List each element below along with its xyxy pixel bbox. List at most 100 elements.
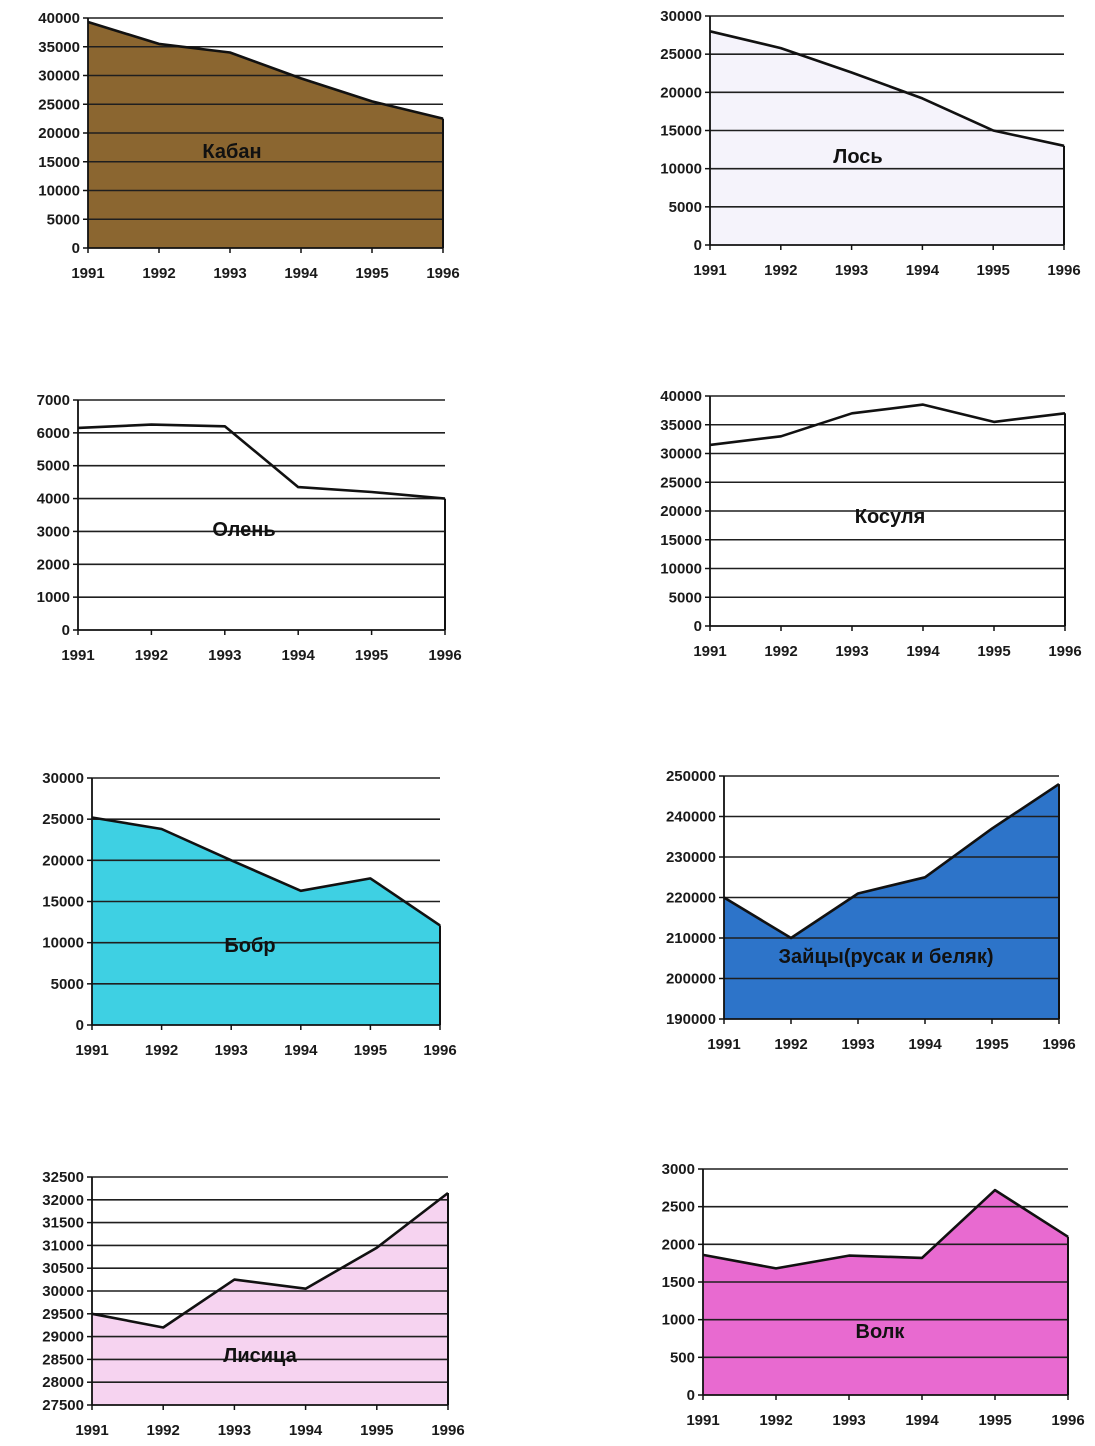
x-tick-label: 1996 <box>428 647 461 664</box>
y-tick-label: 30000 <box>660 446 702 463</box>
chart-label: Зайцы(русак и беляк) <box>779 946 994 968</box>
y-tick-label: 29500 <box>42 1306 84 1323</box>
y-tick-label: 6000 <box>37 425 70 442</box>
x-tick-label: 1993 <box>208 647 241 664</box>
x-tick-label: 1992 <box>774 1036 807 1053</box>
series-line <box>91 816 441 927</box>
y-tick-label: 0 <box>694 618 702 635</box>
series-line <box>702 1188 1069 1270</box>
y-tick-label: 2000 <box>37 556 70 573</box>
area-fill <box>78 424 445 630</box>
y-tick-label: 230000 <box>666 849 716 866</box>
chart-8: 0 500 1000 1500 2000 2500 3000 1991 1992 1993 1994… <box>662 1161 1085 1429</box>
y-tick-label: 0 <box>62 622 70 639</box>
y-tick-label: 2500 <box>662 1199 695 1216</box>
y-tick-label: 35000 <box>660 417 702 434</box>
x-tick-label: 1995 <box>977 643 1010 660</box>
chart-5: 0 5000 10000 15000 20000 25000 30000 1991 1992 19… <box>42 770 456 1059</box>
x-tick-label: 1996 <box>1051 1412 1084 1429</box>
x-tick-label: 1996 <box>1047 262 1080 279</box>
x-tick-label: 1995 <box>977 262 1010 279</box>
y-tick-label: 30000 <box>38 68 80 85</box>
chart-4: 0 5000 10000 15000 20000 25000 30000 35000 40000… <box>660 388 1081 660</box>
area-fill <box>92 1193 448 1405</box>
x-tick-label: 1994 <box>906 643 940 660</box>
y-tick-label: 0 <box>694 237 702 254</box>
y-tick-label: 5000 <box>37 458 70 475</box>
x-tick-label: 1994 <box>289 1422 323 1439</box>
x-tick-label: 1992 <box>142 265 175 282</box>
x-tick-label: 1996 <box>426 265 459 282</box>
y-tick-label: 3000 <box>37 523 70 540</box>
y-tick-label: 210000 <box>666 930 716 947</box>
y-tick-label: 1500 <box>662 1274 695 1291</box>
y-tick-label: 1000 <box>37 589 70 606</box>
y-tick-label: 20000 <box>660 84 702 101</box>
x-tick-label: 1991 <box>75 1042 108 1059</box>
area-fill <box>88 22 443 248</box>
y-tick-label: 10000 <box>38 183 80 200</box>
x-tick-label: 1995 <box>354 1042 387 1059</box>
y-tick-label: 10000 <box>660 161 702 178</box>
x-tick-label: 1992 <box>764 643 797 660</box>
x-tick-label: 1992 <box>759 1412 792 1429</box>
x-tick-label: 1995 <box>975 1036 1008 1053</box>
y-tick-label: 5000 <box>47 211 80 228</box>
x-tick-label: 1995 <box>360 1422 393 1439</box>
x-tick-label: 1993 <box>215 1042 248 1059</box>
y-tick-label: 28500 <box>42 1351 84 1368</box>
y-tick-label: 7000 <box>37 392 70 409</box>
x-tick-label: 1993 <box>218 1422 251 1439</box>
series-line <box>709 30 1065 148</box>
x-tick-label: 1992 <box>145 1042 178 1059</box>
series-line <box>723 783 1060 940</box>
x-tick-label: 1991 <box>693 262 726 279</box>
y-tick-label: 28000 <box>42 1374 84 1391</box>
y-tick-label: 15000 <box>38 154 80 171</box>
x-tick-label: 1996 <box>431 1422 464 1439</box>
y-tick-label: 20000 <box>42 852 84 869</box>
chart-label: Бобр <box>224 935 275 957</box>
y-tick-label: 25000 <box>660 46 702 63</box>
x-tick-label: 1993 <box>213 265 246 282</box>
y-tick-label: 10000 <box>660 561 702 578</box>
y-tick-label: 500 <box>670 1349 695 1366</box>
y-tick-label: 25000 <box>42 811 84 828</box>
y-tick-label: 15000 <box>660 123 702 140</box>
y-tick-label: 1000 <box>662 1312 695 1329</box>
x-tick-label: 1992 <box>764 262 797 279</box>
area-fill <box>92 817 440 1025</box>
x-tick-label: 1994 <box>906 262 940 279</box>
y-tick-label: 2000 <box>662 1236 695 1253</box>
area-fill <box>703 1190 1068 1395</box>
x-tick-label: 1994 <box>282 647 316 664</box>
y-tick-label: 30000 <box>42 1283 84 1300</box>
x-tick-label: 1996 <box>423 1042 456 1059</box>
chart-label: Лось <box>833 146 882 168</box>
x-tick-label: 1991 <box>707 1036 740 1053</box>
chart-label: Волк <box>856 1321 906 1343</box>
y-tick-label: 27500 <box>42 1397 84 1414</box>
chart-7: 27500 28000 28500 29000 29500 30000 30500 31000… <box>42 1169 464 1439</box>
y-tick-label: 220000 <box>666 890 716 907</box>
x-tick-label: 1995 <box>978 1412 1011 1429</box>
y-tick-label: 15000 <box>42 894 84 911</box>
series-line <box>77 423 446 500</box>
x-tick-label: 1994 <box>908 1036 942 1053</box>
x-tick-label: 1994 <box>284 265 318 282</box>
x-tick-label: 1996 <box>1042 1036 1075 1053</box>
x-tick-label: 1991 <box>75 1422 108 1439</box>
y-tick-label: 0 <box>687 1387 695 1404</box>
y-tick-label: 31500 <box>42 1215 84 1232</box>
y-tick-label: 40000 <box>660 388 702 405</box>
series-line <box>709 403 1066 447</box>
chart-2: 0 5000 10000 15000 20000 25000 30000 1991 1992 19… <box>660 8 1080 279</box>
y-tick-label: 29000 <box>42 1329 84 1346</box>
y-tick-label: 31000 <box>42 1237 84 1254</box>
x-tick-label: 1992 <box>147 1422 180 1439</box>
x-tick-label: 1991 <box>61 647 94 664</box>
x-tick-label: 1991 <box>686 1412 719 1429</box>
x-tick-label: 1993 <box>835 262 868 279</box>
y-tick-label: 30000 <box>42 770 84 787</box>
